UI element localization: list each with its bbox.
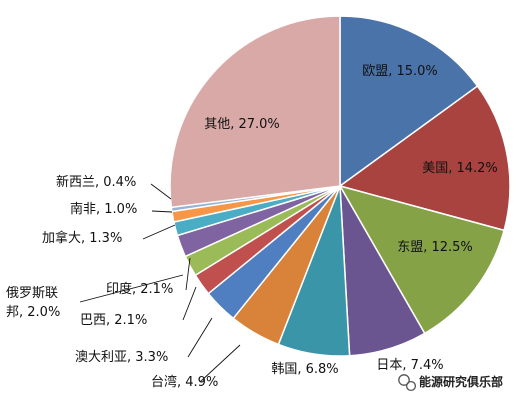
slices-group (169, 15, 511, 357)
data-label-4: 韩国, 6.8% (271, 362, 338, 377)
wechat-icon (398, 374, 417, 392)
leader-line-9 (185, 257, 191, 291)
data-label-7: 巴西, 2.1% (80, 313, 147, 328)
data-label-5: 台湾, 4.9% (151, 374, 218, 390)
labels-group: 欧盟, 15.0% 美国, 14.2% 东盟, 12.5% 日本, 7.4% 韩国, 6… (6, 64, 498, 390)
data-label-2: 东盟, 12.5% (397, 240, 473, 255)
watermark-text: 能源研究俱乐部 (419, 374, 503, 389)
data-label-9: 印度, 2.1% (106, 281, 173, 297)
data-label-6: 澳大利亚, 3.3% (75, 349, 168, 365)
slice-2 (338, 184, 506, 335)
leader-line-7 (182, 286, 197, 321)
slice-1 (338, 85, 511, 232)
leader-line-8 (79, 274, 184, 303)
slice-13 (169, 15, 341, 209)
leader-line-6 (187, 317, 213, 358)
slice-0 (339, 15, 479, 188)
data-label-8: 俄罗斯联邦, 2.0% (6, 286, 60, 320)
data-label-11: 南非, 1.0% (70, 201, 137, 217)
data-label-13: 其他, 27.0% (204, 117, 280, 132)
watermark: 能源研究俱乐部 (398, 374, 503, 392)
data-label-10: 加拿大, 1.3% (42, 230, 122, 246)
data-label-3: 日本, 7.4% (376, 358, 443, 373)
leader-line-11 (151, 210, 173, 213)
data-label-1: 美国, 14.2% (422, 161, 498, 176)
leader-lines-group (79, 183, 241, 383)
leader-line-12 (150, 183, 172, 200)
leader-line-5 (199, 344, 241, 383)
data-label-12: 新西兰, 0.4% (56, 174, 136, 190)
data-label-0: 欧盟, 15.0% (362, 64, 438, 79)
leader-line-10 (142, 224, 176, 240)
